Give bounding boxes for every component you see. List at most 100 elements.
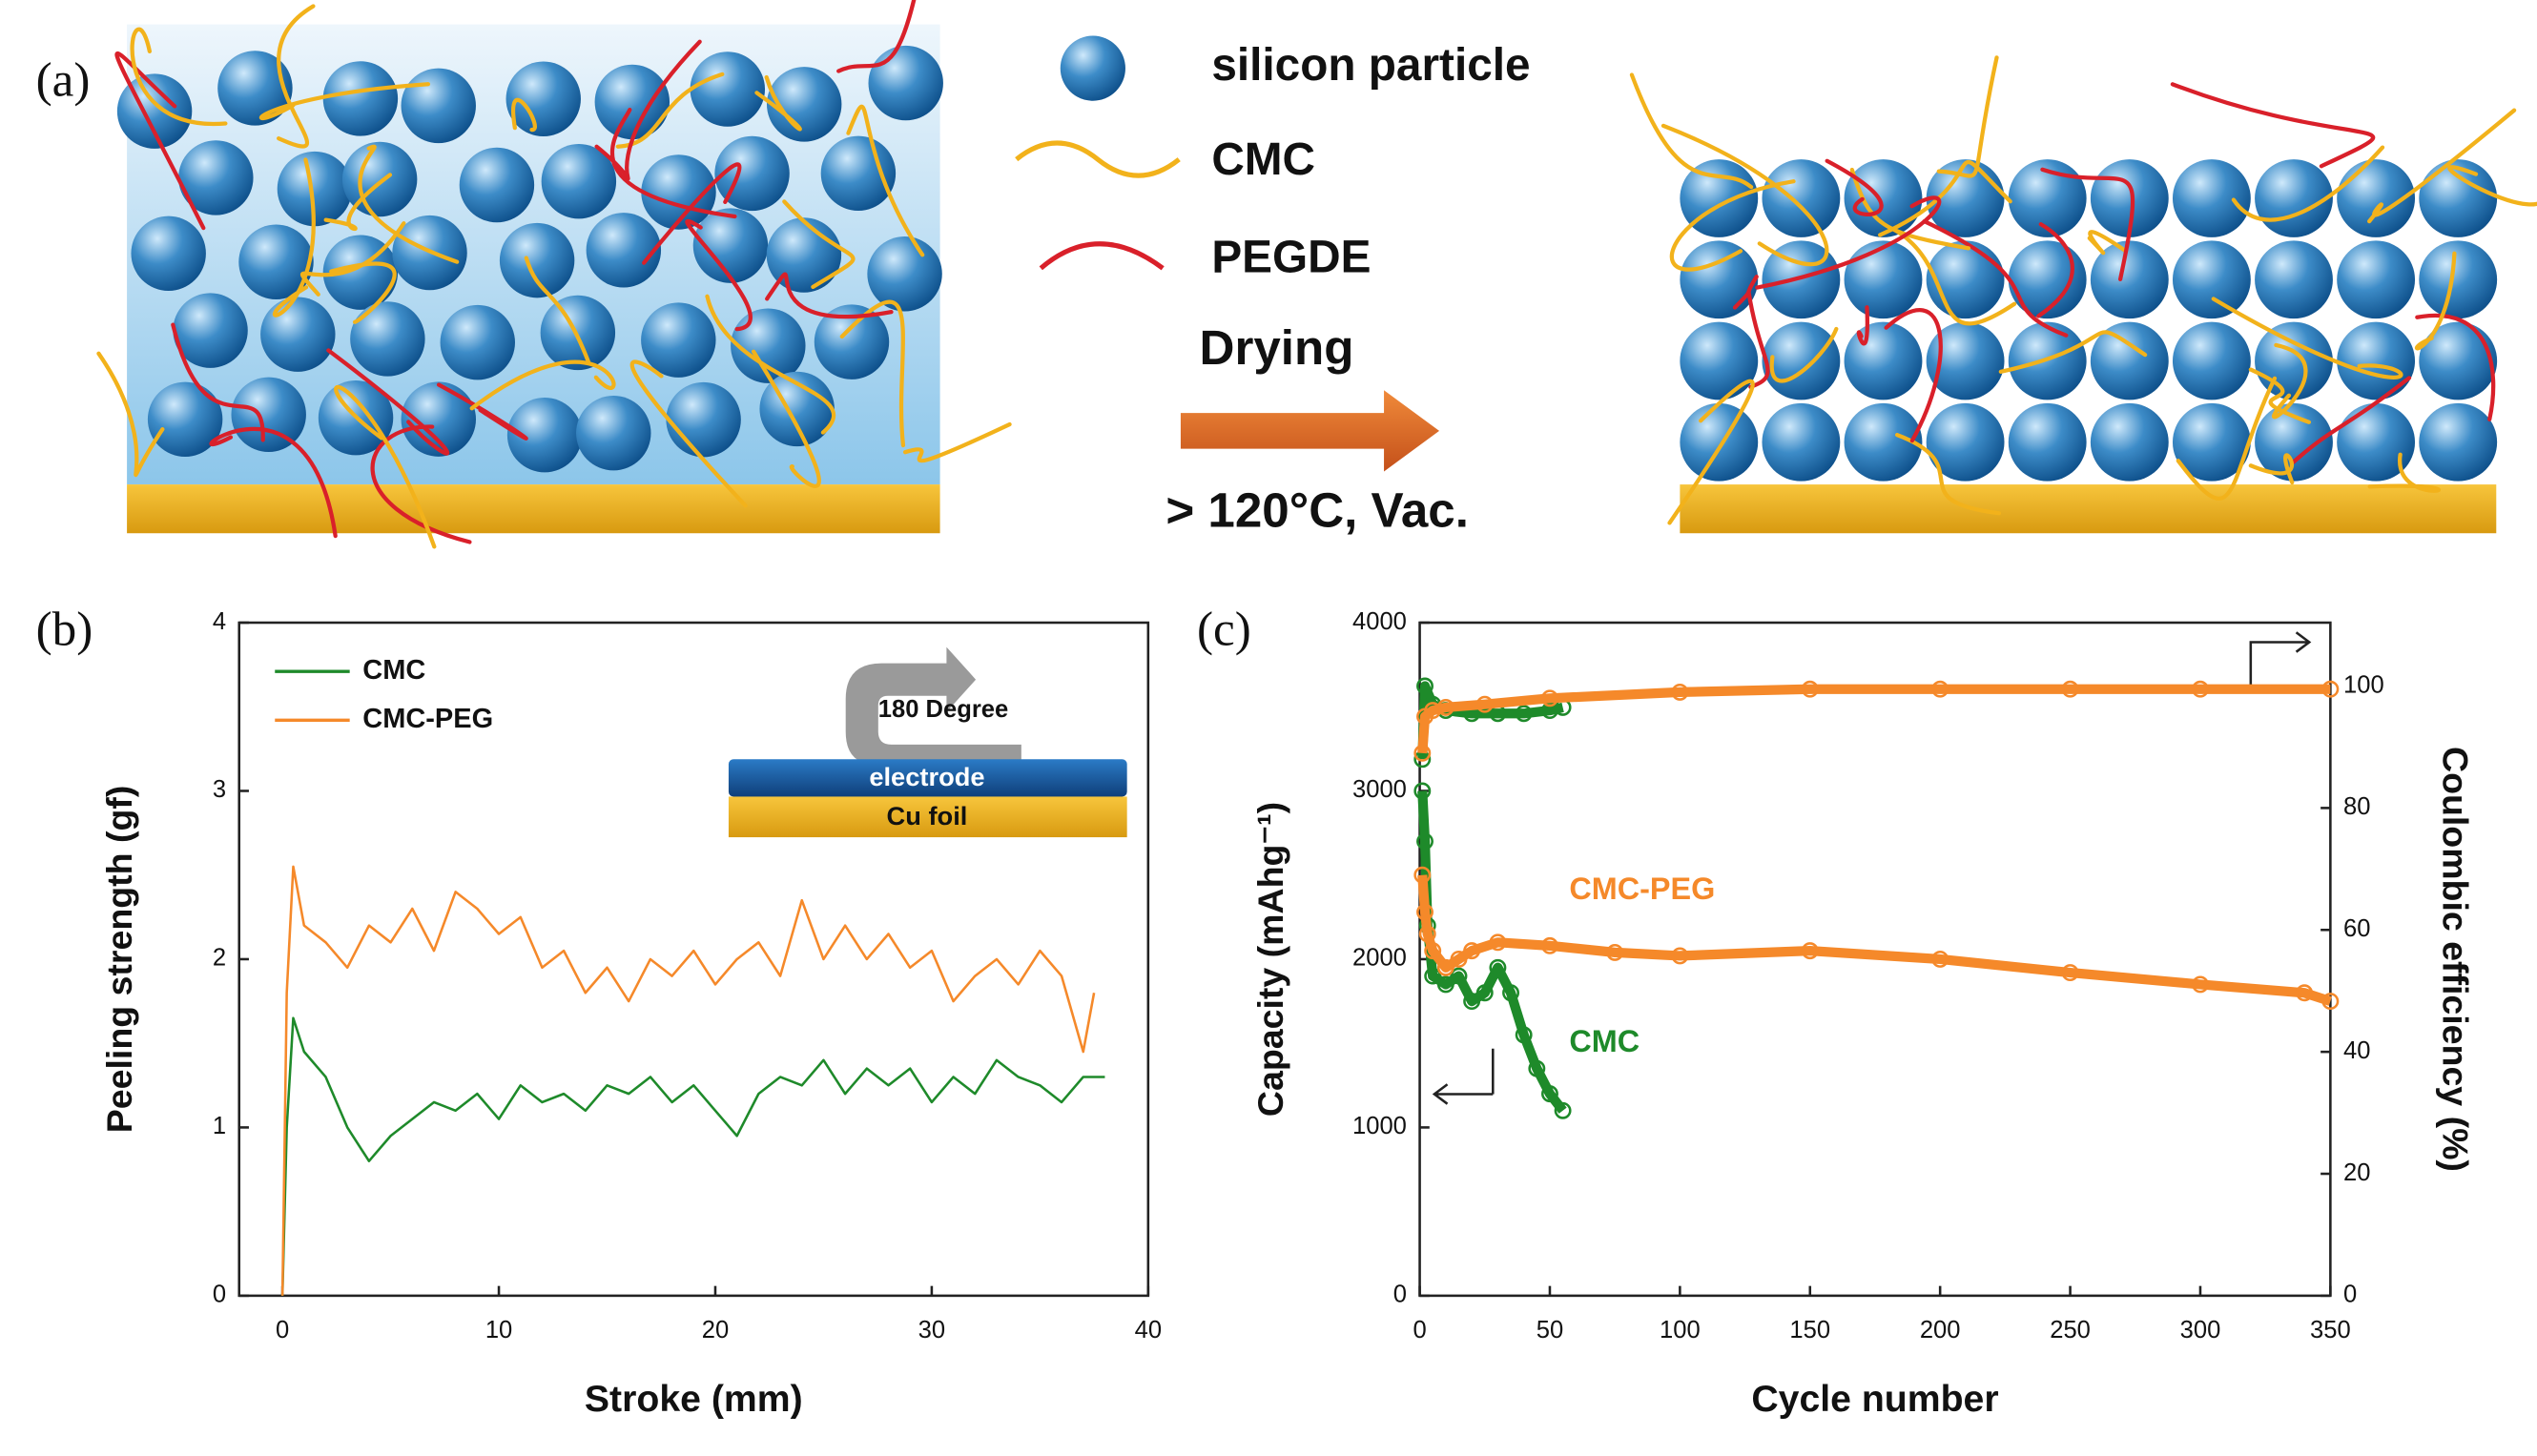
- substrate: [1680, 484, 2497, 534]
- particle: [401, 68, 476, 144]
- series-label: CMC-PEG: [1569, 872, 1715, 906]
- data-point: [1413, 782, 1432, 800]
- y-tick-label: 4000: [1352, 608, 1407, 635]
- particle: [766, 67, 842, 142]
- data-point: [1931, 680, 1949, 698]
- particle: [2090, 240, 2169, 319]
- pegde-chain: [2036, 222, 2074, 318]
- y-tick-label: 1: [213, 1113, 226, 1139]
- y-tick-label: 2000: [1352, 945, 1407, 972]
- particle: [2255, 321, 2333, 400]
- particle: [2090, 402, 2169, 482]
- cmc-chain: [2248, 453, 2295, 485]
- data-point: [2321, 993, 2340, 1011]
- legend-label: CMC: [362, 655, 425, 686]
- pegde-chain: [114, 51, 206, 231]
- cmc-chain: [1849, 167, 1971, 251]
- data-point: [1489, 958, 1507, 976]
- data-point: [1475, 695, 1494, 713]
- cmc-chain: [2367, 452, 2442, 493]
- data-point: [1554, 1101, 1572, 1119]
- x-tick-label: 0: [1413, 1317, 1426, 1343]
- particle: [666, 381, 741, 458]
- pegde-chain: [642, 162, 742, 265]
- legend-pegde: [1039, 241, 1165, 271]
- data-point: [1463, 942, 1481, 960]
- data-point: [1436, 975, 1454, 994]
- particle: [238, 224, 314, 299]
- particle: [1926, 240, 2005, 319]
- cmc-chain: [782, 199, 856, 290]
- particle: [690, 51, 766, 127]
- data-point: [1528, 1059, 1546, 1077]
- particle: [1844, 159, 1923, 237]
- y-tick-label: 0: [1393, 1282, 1407, 1308]
- annotation: 180 Degree: [878, 696, 1008, 723]
- particle: [867, 236, 942, 312]
- y-axis-label: Capacity (mAhg⁻¹): [1250, 802, 1290, 1117]
- particle: [350, 301, 425, 377]
- cmc-chain: [358, 144, 460, 264]
- pegde-chain: [2170, 82, 2376, 169]
- particle: [731, 308, 806, 383]
- pegde-chain: [436, 382, 528, 441]
- data-point: [1931, 951, 1949, 968]
- data-point: [1515, 1026, 1533, 1044]
- particle: [2337, 159, 2416, 237]
- particle: [1762, 159, 1841, 237]
- x-tick-label: 30: [918, 1317, 945, 1343]
- particle: [2419, 402, 2498, 482]
- particle: [2255, 240, 2333, 319]
- data-point: [1418, 925, 1436, 943]
- pegde-chain: [1732, 275, 1759, 310]
- cmc-chain: [2447, 165, 2537, 207]
- cmc-chain: [1936, 55, 1999, 178]
- data-point: [2192, 680, 2209, 698]
- data-point: [2061, 680, 2079, 698]
- particle: [820, 135, 897, 212]
- particle: [277, 151, 353, 227]
- pegde-chain: [209, 426, 338, 539]
- x-tick-label: 10: [485, 1317, 512, 1343]
- series-line: [1417, 684, 2331, 754]
- particle: [2337, 402, 2416, 482]
- legend-text: CMC: [1211, 134, 1315, 185]
- pegde-chain: [2040, 167, 2135, 282]
- data-point: [2192, 975, 2209, 994]
- x-tick-label: 150: [1789, 1317, 1830, 1343]
- particle: [2419, 240, 2498, 319]
- y2-tick-label: 20: [2343, 1159, 2370, 1186]
- particle: [217, 51, 293, 126]
- pegde-chain: [1825, 158, 1884, 217]
- data-point: [1463, 993, 1481, 1011]
- cmc-chain: [2231, 145, 2385, 222]
- cmc-chain: [511, 97, 537, 133]
- substrate: [127, 484, 940, 534]
- particle: [2337, 321, 2416, 400]
- particle: [1926, 321, 2005, 400]
- particle: [506, 397, 583, 473]
- particle: [1680, 240, 1759, 319]
- cmc-chain: [1660, 123, 1829, 267]
- cmc-chain: [2367, 108, 2517, 224]
- data-point: [1515, 705, 1533, 723]
- cmc-chain: [96, 351, 165, 478]
- particle: [178, 140, 254, 215]
- x-tick-label: 40: [1135, 1317, 1162, 1343]
- y-tick-label: 4: [213, 608, 226, 635]
- data-point: [1541, 1085, 1558, 1103]
- pegde-chain: [1755, 195, 1942, 290]
- x-tick-label: 350: [2310, 1317, 2351, 1343]
- cmc-chain: [469, 359, 616, 411]
- cmc-chain: [299, 221, 406, 297]
- annotation: Cu foil: [887, 801, 968, 831]
- cmc-chain: [2414, 251, 2457, 351]
- x-tick-label: 50: [1537, 1317, 1563, 1343]
- annotation: electrode: [869, 762, 984, 791]
- data-point: [1424, 942, 1442, 960]
- data-point: [1606, 943, 1624, 961]
- y-tick-label: 1000: [1352, 1113, 1407, 1139]
- cmc-chain: [2087, 230, 2128, 256]
- pegde-chain: [836, 0, 917, 73]
